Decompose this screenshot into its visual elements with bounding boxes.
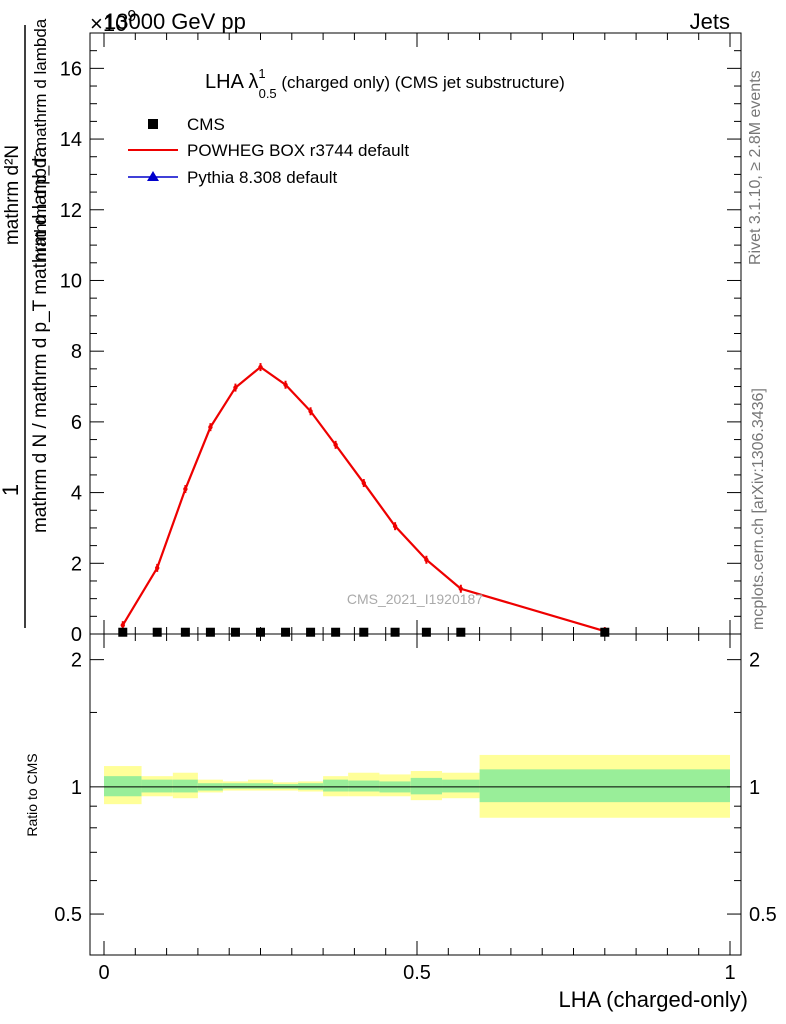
ratio-band-inner — [222, 783, 248, 789]
y-tick-label-ratio-right: 0.5 — [749, 904, 777, 926]
y-tick-label-main: 14 — [60, 129, 82, 151]
cms-data-point — [281, 627, 291, 637]
y-tick-label-main: 12 — [60, 200, 82, 222]
cms-data-point — [118, 627, 128, 637]
y-tick-label-main: 4 — [71, 483, 82, 505]
x-axis-label: LHA (charged-only) — [558, 987, 748, 1012]
y-tick-label-ratio: 1 — [71, 777, 82, 799]
powheg-point — [155, 565, 160, 571]
powheg-point — [258, 364, 263, 370]
powheg-point — [392, 523, 398, 529]
ratio-band-inner — [410, 777, 443, 795]
legend-marker-pythia — [147, 171, 159, 181]
powheg-point — [208, 424, 213, 430]
powheg-point — [458, 586, 464, 591]
ratio-band-inner — [479, 769, 730, 803]
watermark: CMS_2021_I1920187 — [347, 591, 483, 607]
y-tick-label-main: 0 — [71, 624, 82, 646]
header-right: Jets — [690, 9, 730, 34]
ratio-plot-panel: 0.5 0.5 1 1 2 2 0 0.5 1 — [54, 634, 777, 984]
cms-data-point — [456, 627, 466, 637]
powheg-point — [361, 480, 366, 486]
cms-data-point — [306, 627, 316, 637]
cms-data-point — [230, 627, 240, 637]
legend-marker-cms — [148, 119, 158, 129]
ratio-band-inner — [348, 780, 380, 792]
series-line-powheg — [121, 365, 606, 633]
cms-data-point — [421, 627, 431, 637]
main-plot-panel: 0 2 4 6 8 10 12 14 16 — [60, 32, 741, 646]
y-tick-label-main: 2 — [71, 553, 82, 575]
ratio-band-inner — [104, 776, 142, 797]
legend-label: POWHEG BOX r3744 default — [187, 141, 409, 160]
y-axis-label-ratio: Ratio to CMS — [24, 753, 40, 836]
rivet-label: Rivet 3.1.10, ≥ 2.8M events — [747, 70, 764, 265]
y-tick-label-ratio: 2 — [71, 650, 82, 672]
powheg-point — [308, 409, 313, 414]
cms-data-point — [359, 627, 369, 637]
svg-text:mathrm d²N: mathrm d²N — [2, 145, 23, 245]
ratio-band-inner — [172, 779, 198, 793]
legend: CMS POWHEG BOX r3744 default Pythia 8.308 … — [128, 115, 409, 187]
cms-data-point — [600, 627, 610, 637]
x-tick-label: 1 — [724, 962, 735, 984]
y-tick-label-main: 6 — [71, 412, 82, 434]
cms-data-point — [256, 627, 265, 637]
legend-label: CMS — [187, 115, 225, 134]
y-axis-label-main: 1 mathrm d N / mathrm d p_T mathrm d lam… — [0, 25, 51, 628]
y-tick-label-ratio-right: 1 — [749, 777, 760, 799]
y-tick-label-main: 10 — [60, 270, 82, 292]
mcplots-label: mcplots.cern.ch [arXiv:1306.3436] — [750, 388, 767, 630]
y-tick-label-main: 16 — [60, 58, 82, 80]
ratio-band-inner — [247, 783, 274, 789]
cms-data-point — [152, 627, 162, 637]
powheg-point — [233, 385, 238, 390]
cms-data-point — [390, 627, 400, 637]
powheg-point — [283, 382, 288, 387]
svg-text:mathrm d N / mathrm d p_T math: mathrm d N / mathrm d p_T mathrm d lambd… — [30, 147, 51, 534]
ratio-plot-frame — [89, 633, 742, 956]
y-axis-label-top: mathrm d²N mathrm d p_T mathrm d lambda — [2, 18, 50, 261]
svg-text:mathrm d p_T mathrm d lambda: mathrm d p_T mathrm d lambda — [31, 18, 50, 261]
y-tick-label-ratio-right: 2 — [749, 650, 760, 672]
y-tick-label-main: 8 — [71, 341, 82, 363]
powheg-point — [183, 486, 188, 492]
x-tick-label: 0 — [98, 962, 109, 984]
ratio-band-inner — [442, 779, 480, 793]
cms-data-point — [205, 627, 215, 637]
powheg-point — [424, 557, 429, 562]
ratio-band-inner — [141, 779, 173, 793]
main-title: LHA λ1 0.5 (charged only) (CMS jet substr… — [205, 66, 565, 101]
cms-data-point — [180, 627, 190, 637]
x-tick-label: 0.5 — [403, 962, 431, 984]
powheg-point — [120, 622, 125, 628]
header-left: 13000 GeV pp — [104, 9, 246, 34]
header-multiplier: ×109 — [90, 8, 136, 36]
svg-text:1: 1 — [0, 484, 23, 496]
legend-label: Pythia 8.308 default — [187, 168, 338, 187]
powheg-point — [333, 442, 338, 448]
cms-data-point — [331, 627, 341, 637]
y-tick-label-ratio: 0.5 — [54, 904, 82, 926]
ratio-band-inner — [323, 779, 349, 792]
